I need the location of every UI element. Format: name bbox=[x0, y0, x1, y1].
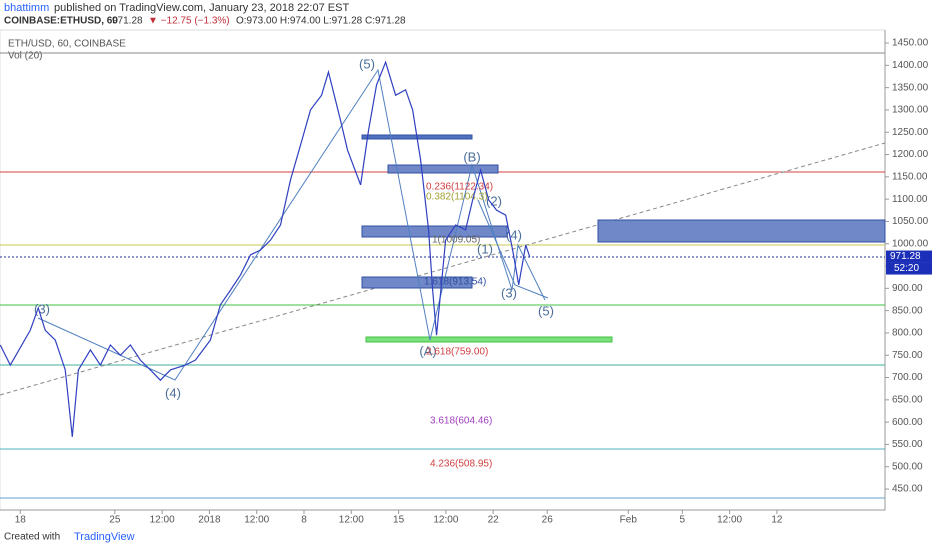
y-tick-label: 750.00 bbox=[892, 350, 923, 361]
x-tick-label: 12 bbox=[771, 515, 783, 526]
chart-title: ETH/USD, 60, COINBASE bbox=[8, 39, 126, 50]
published: published on TradingView.com, January 23… bbox=[54, 2, 349, 14]
y-tick-label: 700.00 bbox=[892, 372, 923, 383]
x-tick-label: 15 bbox=[393, 515, 405, 526]
y-tick-label: 1350.00 bbox=[892, 82, 929, 93]
y-tick-label: 1200.00 bbox=[892, 149, 929, 160]
y-tick-label: 1100.00 bbox=[892, 194, 928, 205]
x-tick-label: 12:00 bbox=[433, 515, 458, 526]
last-price-label: 971.28 bbox=[890, 251, 921, 262]
x-tick-label: 5 bbox=[680, 515, 686, 526]
fib-label: 0.382(1104.3) bbox=[426, 192, 488, 203]
footer-brand: TradingView bbox=[74, 531, 135, 543]
y-tick-label: 900.00 bbox=[892, 283, 923, 294]
price-line bbox=[0, 60, 531, 437]
y-tick-label: 1400.00 bbox=[892, 60, 929, 71]
ohlc: O:973.00 H:974.00 L:971.28 C:971.28 bbox=[236, 16, 406, 27]
x-tick-label: 22 bbox=[488, 515, 500, 526]
y-tick-label: 1450.00 bbox=[892, 38, 929, 49]
wave-label: (1) bbox=[477, 241, 493, 256]
fib-label: 3.618(604.46) bbox=[430, 416, 492, 427]
wave-label: (3) bbox=[501, 285, 517, 300]
wave-label: (B) bbox=[463, 149, 480, 164]
y-tick-label: 1150.00 bbox=[892, 171, 928, 182]
fib-label: 1(1009.05) bbox=[432, 235, 480, 246]
symbol: COINBASE:ETHUSD, 60 bbox=[4, 16, 118, 27]
x-tick-label: 18 bbox=[15, 515, 27, 526]
wave-label: (A) bbox=[419, 343, 436, 358]
y-tick-label: 1050.00 bbox=[892, 216, 929, 227]
last-price-box bbox=[886, 250, 932, 263]
change: ▼ −12.75 (−1.3%) bbox=[148, 16, 230, 27]
y-tick-label: 650.00 bbox=[892, 394, 923, 405]
x-tick-label: Feb bbox=[620, 515, 638, 526]
wave-label: (3) bbox=[34, 301, 50, 316]
y-tick-label: 1000.00 bbox=[892, 238, 929, 249]
fib-label: 4.236(508.95) bbox=[430, 459, 492, 470]
wave-label: (4) bbox=[165, 385, 181, 400]
countdown-box bbox=[886, 262, 932, 275]
y-tick-label: 500.00 bbox=[892, 461, 923, 472]
y-tick-label: 450.00 bbox=[892, 484, 923, 495]
x-tick-label: 12:00 bbox=[150, 515, 175, 526]
y-tick-label: 800.00 bbox=[892, 328, 923, 339]
countdown-label: 52:20 bbox=[894, 263, 919, 274]
x-tick-label: 12:00 bbox=[339, 515, 364, 526]
footer-created: Created with bbox=[4, 532, 60, 543]
fib-label: 2.618(759.00) bbox=[426, 347, 488, 358]
subtitle: Vol (20) bbox=[8, 51, 42, 62]
y-tick-label: 1250.00 bbox=[892, 127, 929, 138]
fib-label: 1.618(913.54) bbox=[424, 277, 486, 288]
x-tick-label: 26 bbox=[542, 515, 554, 526]
price: 971.28 bbox=[112, 16, 143, 27]
wave-label: (5) bbox=[359, 56, 375, 71]
fib-label: 0.236(1122.34) bbox=[426, 182, 493, 193]
author: bhattimm bbox=[4, 2, 49, 14]
y-tick-label: 1300.00 bbox=[892, 105, 929, 116]
x-tick-label: 25 bbox=[109, 515, 121, 526]
wave-label: (2) bbox=[486, 193, 502, 208]
x-tick-label: 8 bbox=[301, 515, 307, 526]
x-tick-label: 2018 bbox=[198, 515, 221, 526]
y-tick-label: 550.00 bbox=[892, 439, 923, 450]
y-tick-label: 600.00 bbox=[892, 417, 923, 428]
x-tick-label: 12:00 bbox=[244, 515, 269, 526]
x-tick-label: 12:00 bbox=[717, 515, 742, 526]
wave-label: (5) bbox=[538, 303, 554, 318]
y-tick-label: 850.00 bbox=[892, 305, 923, 316]
